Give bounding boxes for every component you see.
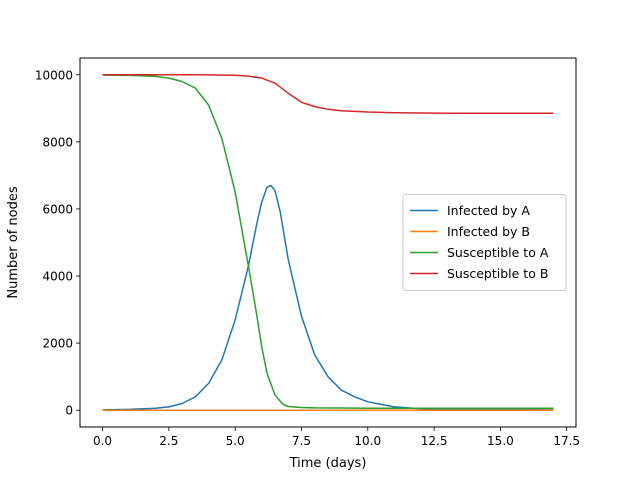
legend-box [402,194,567,291]
x-tick-label: 10.0 [354,434,381,448]
legend-label-susceptible-to-a: Susceptible to A [447,245,549,260]
x-tick-label: 12.5 [421,434,448,448]
y-tick-label: 10000 [35,68,73,82]
y-tick-label: 8000 [42,135,73,149]
y-axis-label: Number of nodes [6,186,21,298]
x-axis-ticks: 0.0 2.5 5.0 7.5 10.0 12.5 15.0 17.5 [93,427,580,448]
legend-label-infected-by-a: Infected by A [447,203,530,218]
y-axis-ticks: 0 2000 4000 6000 8000 10000 [35,68,80,418]
y-tick-label: 0 [65,404,73,418]
x-tick-label: 17.5 [553,434,580,448]
x-tick-label: 5.0 [226,434,245,448]
x-tick-label: 2.5 [159,434,178,448]
y-tick-label: 4000 [42,270,73,284]
y-tick-label: 2000 [42,337,73,351]
x-tick-label: 0.0 [93,434,112,448]
legend-label-susceptible-to-b: Susceptible to B [447,266,548,281]
plot-lines [102,74,554,411]
series-line-susceptible-to-a [102,74,554,409]
axes-frame [79,57,577,428]
x-tick-label: 15.0 [487,434,514,448]
legend-label-infected-by-b: Infected by B [447,224,530,239]
series-line-susceptible-to-b [102,74,554,115]
x-tick-label: 7.5 [292,434,311,448]
legend: Infected by A Infected by B Susceptible to… [402,194,567,291]
x-axis-label: Time (days) [289,456,367,471]
y-tick-label: 6000 [42,202,73,216]
